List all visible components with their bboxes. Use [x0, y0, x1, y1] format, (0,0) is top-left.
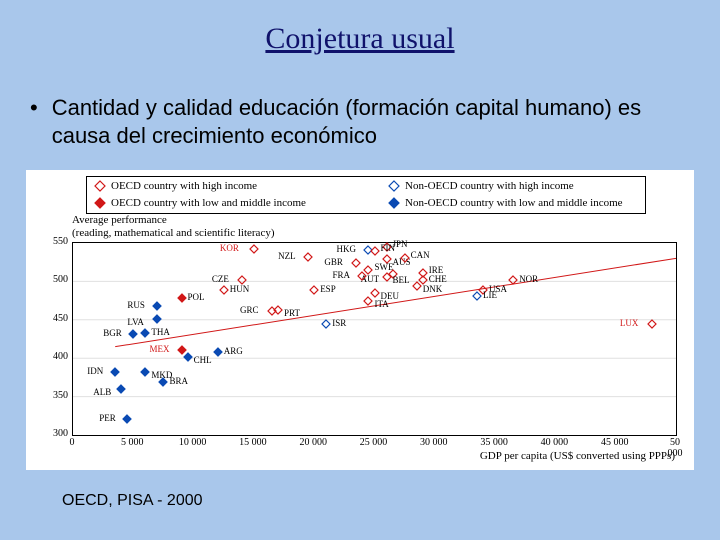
data-point-label: CZE	[212, 274, 229, 284]
bullet-row: • Cantidad y calidad educación (formació…	[30, 94, 682, 150]
data-point-label: CHL	[194, 355, 212, 365]
data-point-label: POL	[188, 292, 205, 302]
data-point-label: HUN	[230, 284, 250, 294]
data-point-label: KOR	[220, 243, 239, 253]
legend-label: OECD country with high income	[111, 180, 257, 192]
data-point-label: MEX	[150, 344, 170, 354]
diamond-marker-icon	[387, 196, 401, 210]
data-point-label: ESP	[320, 284, 336, 294]
bullet-text: Cantidad y calidad educación (formación …	[52, 94, 682, 150]
legend-label: Non-OECD country with low and middle inc…	[405, 197, 623, 209]
data-point-label: CAN	[411, 250, 430, 260]
data-point-label: AUS	[393, 257, 411, 267]
data-point-label: FIN	[381, 243, 396, 253]
y-tick-label: 350	[34, 390, 68, 401]
x-tick-label: 25 000	[360, 437, 388, 448]
data-point-label: SWE	[374, 262, 393, 272]
y-tick-label: 300	[34, 428, 68, 439]
data-point-label: THA	[151, 327, 170, 337]
data-point-label: IDN	[87, 366, 103, 376]
footer-caption: OECD, PISA - 2000	[62, 492, 203, 510]
page-title: Conjetura usual	[0, 22, 720, 56]
x-tick-label: 50 000	[666, 437, 685, 459]
data-point-label: ARG	[224, 346, 243, 356]
x-tick-label: 35 000	[480, 437, 508, 448]
y-tick-label: 550	[34, 236, 68, 247]
diamond-marker-icon	[93, 179, 107, 193]
data-point-label: ALB	[93, 387, 111, 397]
data-point-label: HKG	[336, 244, 356, 254]
x-tick-label: 0	[70, 437, 75, 448]
bullet-dot: •	[30, 94, 38, 122]
data-point-label: ISR	[332, 318, 346, 328]
diamond-marker-icon	[93, 196, 107, 210]
y-tick-label: 500	[34, 274, 68, 285]
data-point-label: ITA	[374, 299, 388, 309]
x-tick-label: 10 000	[179, 437, 207, 448]
x-tick-label: 5 000	[121, 437, 144, 448]
x-tick-label: 15 000	[239, 437, 267, 448]
y-tick-label: 450	[34, 313, 68, 324]
data-point-label: RUS	[127, 300, 145, 310]
legend-item-nonoecd_lowmid: Non-OECD country with low and middle inc…	[387, 196, 623, 210]
y-axis-label-2: (reading, mathematical and scientific li…	[72, 227, 275, 239]
data-point-label: GBR	[324, 257, 343, 267]
diamond-marker-icon	[387, 179, 401, 193]
data-point-label: GRC	[240, 305, 259, 315]
data-point-label: NZL	[278, 251, 296, 261]
data-point-label: DNK	[423, 284, 443, 294]
data-point-label: NOR	[519, 274, 538, 284]
data-point-label: AUT	[361, 274, 380, 284]
data-point-label: LUX	[620, 318, 639, 328]
y-tick-label: 400	[34, 351, 68, 362]
data-point-label: BGR	[103, 328, 122, 338]
legend-label: OECD country with low and middle income	[111, 197, 306, 209]
data-point-label: PRT	[284, 308, 300, 318]
y-axis-label-1: Average performance	[72, 214, 167, 226]
data-point-label: FRA	[332, 270, 350, 280]
x-axis-label: GDP per capita (US$ converted using PPPs…	[480, 450, 675, 462]
legend-label: Non-OECD country with high income	[405, 180, 574, 192]
x-tick-label: 20 000	[299, 437, 327, 448]
x-tick-label: 30 000	[420, 437, 448, 448]
legend-item-oecd_high: OECD country with high income	[93, 179, 257, 193]
data-point-label: BRA	[169, 376, 188, 386]
legend-item-oecd_lowmid: OECD country with low and middle income	[93, 196, 306, 210]
chart-panel: OECD country with high income Non-OECD co…	[26, 170, 694, 470]
legend-box: OECD country with high income Non-OECD co…	[86, 176, 646, 214]
x-tick-label: 45 000	[601, 437, 629, 448]
data-point-label: PER	[99, 413, 116, 423]
x-tick-label: 40 000	[541, 437, 569, 448]
data-point-label: LVA	[127, 317, 144, 327]
plot-area: JPNKORHKGFINNZLAUSCANGBRSWEIREAUTBELFRAC…	[72, 242, 677, 436]
legend-item-nonoecd_high: Non-OECD country with high income	[387, 179, 574, 193]
data-point-label: BEL	[393, 275, 410, 285]
data-point-label: LIE	[483, 290, 497, 300]
